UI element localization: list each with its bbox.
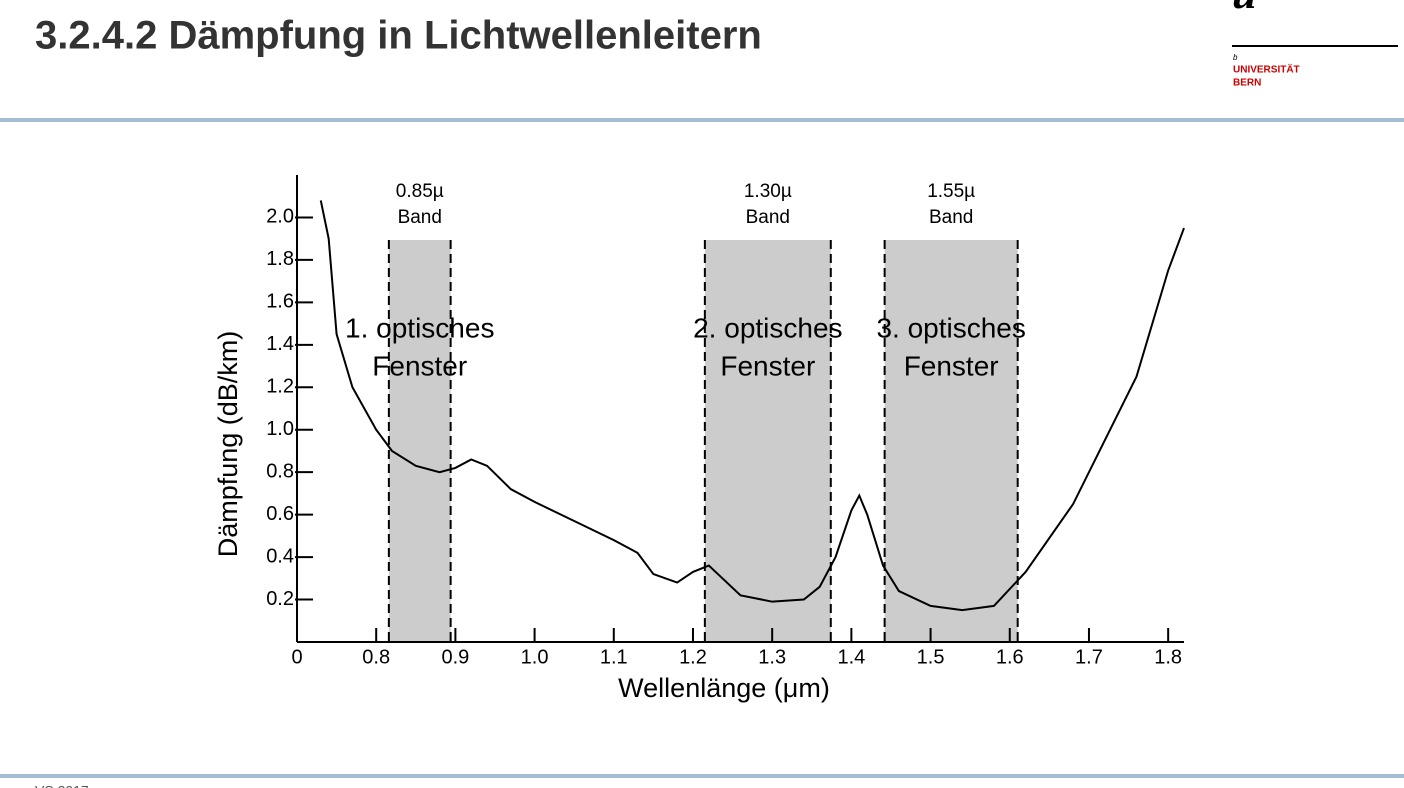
y-tick-label: 1.6 [266,291,294,313]
x-tick-label: 1.6 [996,646,1024,668]
x-tick-label: 1.0 [521,646,549,668]
window-label: 3. optisches [876,312,1025,343]
x-tick-label: 1.8 [1154,646,1182,668]
x-tick-label: 1.2 [679,646,707,668]
header-rule [0,118,1404,122]
band-label: Band [929,207,973,228]
x-tick-label: 1.3 [758,646,786,668]
x-axis-label: Wellenlänge (μm) [618,673,830,703]
y-tick-label: 1.8 [266,248,294,270]
band [884,240,1018,642]
window-label: Fenster [720,350,815,381]
x-tick-label: 0.9 [441,646,469,668]
footer-rule [0,774,1404,778]
band-label: 1.30µ [744,181,792,202]
logo-name: UNIVERSITÄT [1233,63,1300,76]
curve [319,200,1185,612]
band-label: 1.55µ [927,181,975,202]
band-label: 0.85µ [396,181,444,202]
y-tick-label: 0.2 [266,588,294,610]
window-label: 2. optisches [693,312,842,343]
y-tick-label: 1.2 [266,376,294,398]
band [388,240,451,642]
band-label: Band [398,207,442,228]
logo-mark: u [1232,0,1256,18]
y-tick-label: 1.4 [266,333,294,355]
band [704,240,831,642]
x-tick-label: 1.1 [600,646,628,668]
band-label: Band [746,207,790,228]
y-tick-label: 1.0 [266,418,294,440]
y-tick-label: 2.0 [266,206,294,228]
window-label: Fenster [372,350,467,381]
x-tick-label: 1.7 [1075,646,1103,668]
footer: VS 2017 [35,783,89,788]
x-tick-label: 1.4 [837,646,865,668]
y-axis-label: Dämpfung (dB/km) [213,331,243,558]
y-tick-label: 0.6 [266,503,294,525]
x-tick-label: 0.8 [362,646,390,668]
window-label: 1. optisches [345,312,494,343]
slide-title: 3.2.4.2 Dämpfung in Lichtwellenleitern [35,14,762,58]
y-tick-label: 0.8 [266,460,294,482]
y-tick-label: 0.4 [266,545,294,567]
logo-sup: b [1233,53,1238,62]
logo-name: BERN [1233,78,1261,89]
window-label: Fenster [904,350,999,381]
x-tick-label: 0 [291,646,302,668]
x-tick-label: 1.5 [917,646,945,668]
